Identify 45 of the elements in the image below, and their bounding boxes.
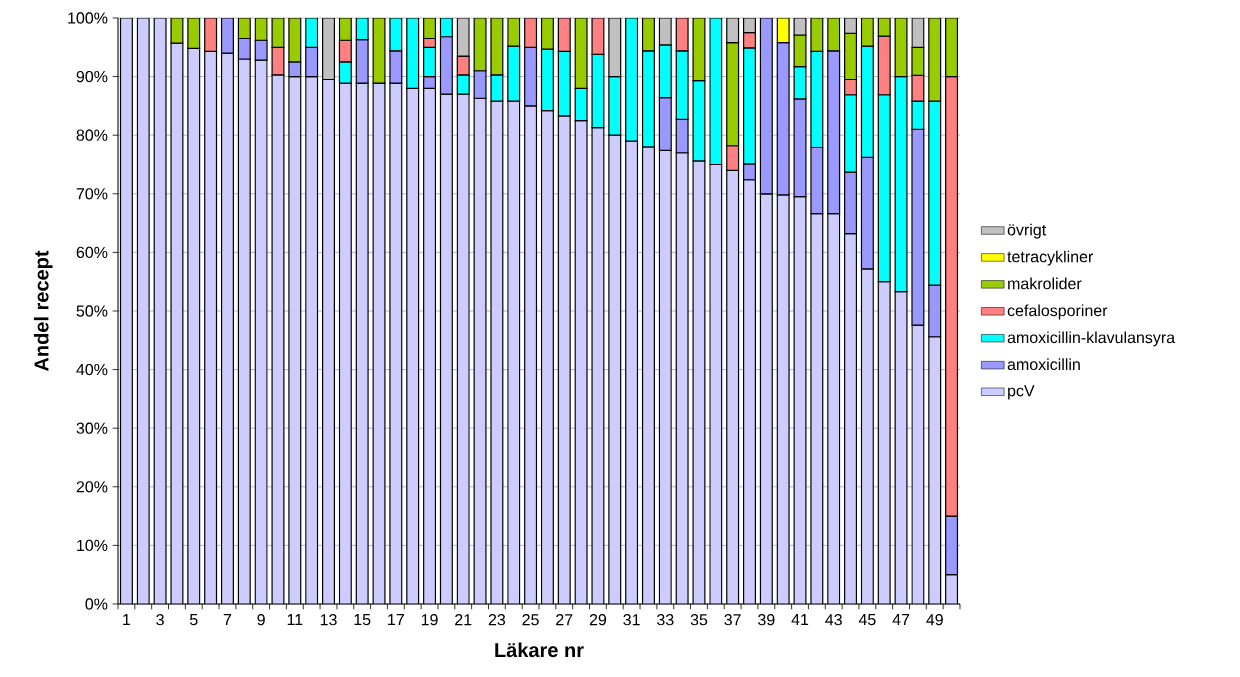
x-tick-label: 9 [257, 614, 265, 626]
y-tick-label: 0% [85, 598, 108, 610]
y-tick-label: 80% [76, 129, 108, 141]
y-tick-label: 30% [76, 422, 108, 434]
x-tick-label: 15 [354, 614, 371, 626]
x-tick-label: 29 [589, 614, 607, 626]
x-tick-label: 5 [189, 614, 198, 626]
y-tick-label: 50% [76, 305, 108, 317]
legend-label: pcV [1008, 385, 1035, 400]
x-tick-label: 31 [623, 614, 640, 626]
y-axis-title: Andel recept [33, 250, 53, 372]
x-tick-label: 23 [488, 614, 506, 626]
x-tick-label: 25 [522, 614, 539, 626]
x-tick-label: 41 [791, 614, 809, 626]
y-tick-label: 90% [76, 70, 108, 83]
y-tick-label: 10% [77, 539, 108, 552]
x-tick-label: 3 [156, 614, 164, 626]
x-tick-label: 27 [556, 614, 573, 626]
legend-label: tetracykliner [1007, 250, 1094, 266]
x-tick-label: 35 [690, 614, 708, 626]
x-tick-label: 47 [892, 614, 910, 626]
legend-label: makrolider [1008, 277, 1082, 290]
x-tick-label: 39 [758, 614, 775, 626]
x-axis-title: Läkare nr [495, 642, 584, 658]
legend-label: cefalosporiner [1007, 304, 1108, 320]
x-tick-label: 19 [421, 614, 438, 626]
legend-label: övrigt [1007, 223, 1047, 239]
legend-label: amoxicillin [1007, 358, 1080, 371]
y-tick-label: 40% [76, 363, 108, 376]
x-tick-label: 17 [388, 614, 404, 626]
x-tick-label: 45 [858, 614, 876, 626]
x-tick-label: 1 [123, 614, 131, 626]
y-tick-label: 70% [76, 188, 108, 200]
x-tick-label: 33 [657, 614, 674, 626]
y-tick-label: 20% [76, 481, 108, 493]
x-tick-label: 13 [320, 614, 337, 626]
legend-label: amoxicillin-klavulansyra [1007, 331, 1176, 347]
x-tick-label: 49 [926, 614, 943, 626]
x-tick-label: 43 [825, 614, 842, 626]
x-tick-label: 21 [455, 614, 472, 626]
x-tick-label: 37 [724, 614, 741, 626]
y-tick-label: 100% [68, 12, 108, 24]
x-tick-label: 7 [223, 614, 232, 626]
y-tick-label: 60% [76, 246, 108, 259]
x-tick-label: 11 [287, 614, 303, 626]
